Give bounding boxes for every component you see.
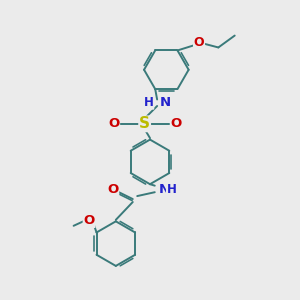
Text: H: H <box>167 183 176 196</box>
Text: O: O <box>107 183 118 196</box>
Text: O: O <box>83 214 95 227</box>
Text: N: N <box>158 183 169 196</box>
Text: O: O <box>194 36 204 49</box>
Text: O: O <box>170 117 182 130</box>
Text: O: O <box>108 117 119 130</box>
Text: H: H <box>144 96 154 109</box>
Text: N: N <box>160 96 171 109</box>
Text: S: S <box>139 116 150 131</box>
